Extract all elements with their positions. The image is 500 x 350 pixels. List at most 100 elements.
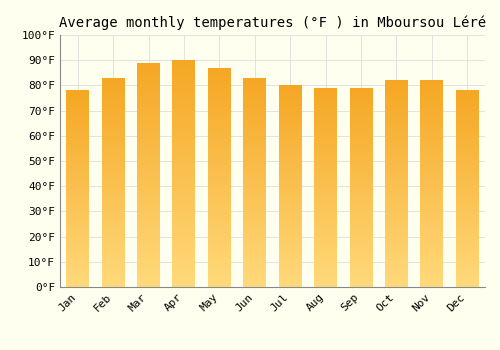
Bar [278, 206, 301, 208]
Bar [278, 261, 301, 263]
Bar [420, 211, 444, 212]
Bar [137, 258, 160, 260]
Bar [244, 132, 266, 134]
Bar [350, 118, 372, 120]
Bar [278, 285, 301, 287]
Bar [456, 173, 479, 175]
Bar [420, 165, 444, 167]
Bar [172, 142, 196, 144]
Bar [456, 265, 479, 267]
Bar [102, 134, 124, 136]
Bar [208, 276, 231, 278]
Bar [208, 212, 231, 215]
Bar [456, 132, 479, 134]
Bar [102, 281, 124, 283]
Bar [350, 94, 372, 96]
Bar [456, 136, 479, 138]
Bar [66, 102, 89, 104]
Bar [172, 217, 196, 219]
Bar [172, 88, 196, 90]
Bar [385, 153, 408, 155]
Bar [278, 114, 301, 116]
Bar [385, 250, 408, 252]
Bar [208, 239, 231, 241]
Bar [350, 221, 372, 223]
Bar [385, 113, 408, 116]
Bar [172, 180, 196, 183]
Bar [102, 212, 124, 214]
Bar [456, 228, 479, 230]
Bar [102, 260, 124, 262]
Bar [244, 226, 266, 229]
Bar [244, 253, 266, 256]
Bar [244, 80, 266, 82]
Bar [420, 111, 444, 113]
Bar [137, 215, 160, 217]
Bar [314, 180, 337, 182]
Bar [456, 226, 479, 228]
Bar [420, 244, 444, 246]
Bar [102, 208, 124, 210]
Bar [456, 283, 479, 285]
Bar [208, 136, 231, 138]
Bar [102, 155, 124, 157]
Bar [172, 203, 196, 205]
Bar [456, 114, 479, 116]
Bar [102, 270, 124, 272]
Bar [172, 183, 196, 185]
Bar [314, 211, 337, 214]
Bar [66, 92, 89, 95]
Bar [102, 189, 124, 191]
Bar [102, 233, 124, 235]
Bar [66, 161, 89, 163]
Bar [278, 140, 301, 142]
Bar [385, 145, 408, 147]
Bar [244, 279, 266, 281]
Bar [350, 229, 372, 231]
Bar [66, 179, 89, 181]
Bar [66, 110, 89, 112]
Bar [172, 276, 196, 278]
Bar [66, 159, 89, 161]
Bar [208, 142, 231, 145]
Bar [385, 254, 408, 256]
Bar [314, 108, 337, 110]
Bar [314, 194, 337, 195]
Bar [456, 218, 479, 220]
Bar [137, 249, 160, 251]
Bar [137, 148, 160, 150]
Bar [102, 256, 124, 258]
Bar [456, 232, 479, 234]
Bar [350, 90, 372, 92]
Bar [420, 225, 444, 227]
Bar [314, 233, 337, 235]
Bar [66, 96, 89, 98]
Bar [137, 65, 160, 67]
Bar [66, 146, 89, 147]
Bar [208, 79, 231, 81]
Bar [208, 226, 231, 228]
Bar [314, 120, 337, 122]
Bar [102, 80, 124, 82]
Bar [172, 219, 196, 221]
Bar [456, 124, 479, 126]
Bar [172, 108, 196, 110]
Bar [102, 124, 124, 126]
Bar [172, 282, 196, 285]
Bar [102, 151, 124, 153]
Bar [456, 242, 479, 244]
Bar [102, 92, 124, 95]
Bar [314, 154, 337, 156]
Bar [208, 153, 231, 155]
Bar [278, 249, 301, 251]
Bar [137, 179, 160, 182]
Bar [244, 178, 266, 180]
Bar [172, 260, 196, 262]
Bar [208, 221, 231, 223]
Bar [172, 258, 196, 260]
Bar [172, 131, 196, 133]
Bar [385, 241, 408, 244]
Bar [456, 96, 479, 98]
Bar [66, 183, 89, 185]
Bar [420, 105, 444, 107]
